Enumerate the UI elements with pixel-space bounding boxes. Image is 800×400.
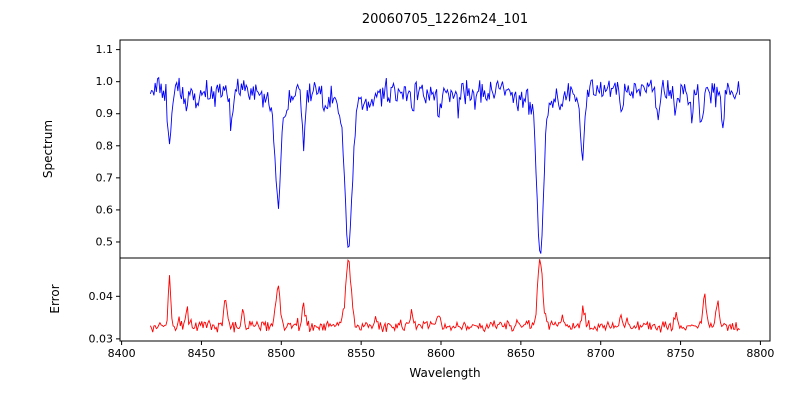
y-tick-label: 0.5 [96, 235, 114, 248]
y-tick-label: 0.6 [96, 203, 114, 216]
spectrum-series-line [149, 76, 741, 254]
y-tick-label: 0.03 [89, 332, 114, 345]
chart-title: 20060705_1226m24_101 [361, 12, 529, 27]
y-tick-label: 1.1 [96, 43, 114, 56]
x-tick-label: 8650 [507, 347, 535, 360]
x-tick-label: 8550 [347, 347, 375, 360]
x-tick-label: 8750 [667, 347, 695, 360]
y-tick-label: 0.9 [96, 107, 114, 120]
y-tick-label: 0.04 [89, 290, 114, 303]
x-tick-label: 8700 [587, 347, 615, 360]
x-tick-label: 8600 [427, 347, 455, 360]
top-panel-frame [119, 39, 771, 259]
y-tick-label: 0.8 [96, 139, 114, 152]
bottom-panel-frame [119, 257, 771, 342]
x-tick-label: 8800 [746, 347, 774, 360]
x-tick-label: 8450 [187, 347, 215, 360]
y-tick-label: 0.7 [96, 171, 114, 184]
wavelength-x-axis-label: Wavelength [409, 366, 481, 380]
x-tick-label: 8400 [108, 347, 136, 360]
error-series-line [149, 258, 740, 333]
y-tick-label: 1.0 [96, 75, 114, 88]
x-tick-label: 8500 [267, 347, 295, 360]
